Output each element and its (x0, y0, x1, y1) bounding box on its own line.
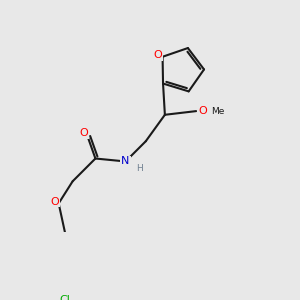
Text: O: O (50, 196, 58, 206)
Text: O: O (198, 106, 207, 116)
Text: O: O (154, 50, 163, 60)
Text: N: N (122, 157, 130, 166)
Text: Me: Me (212, 106, 225, 116)
Text: O: O (79, 128, 88, 138)
Text: Cl: Cl (60, 295, 71, 300)
Text: H: H (136, 164, 143, 172)
